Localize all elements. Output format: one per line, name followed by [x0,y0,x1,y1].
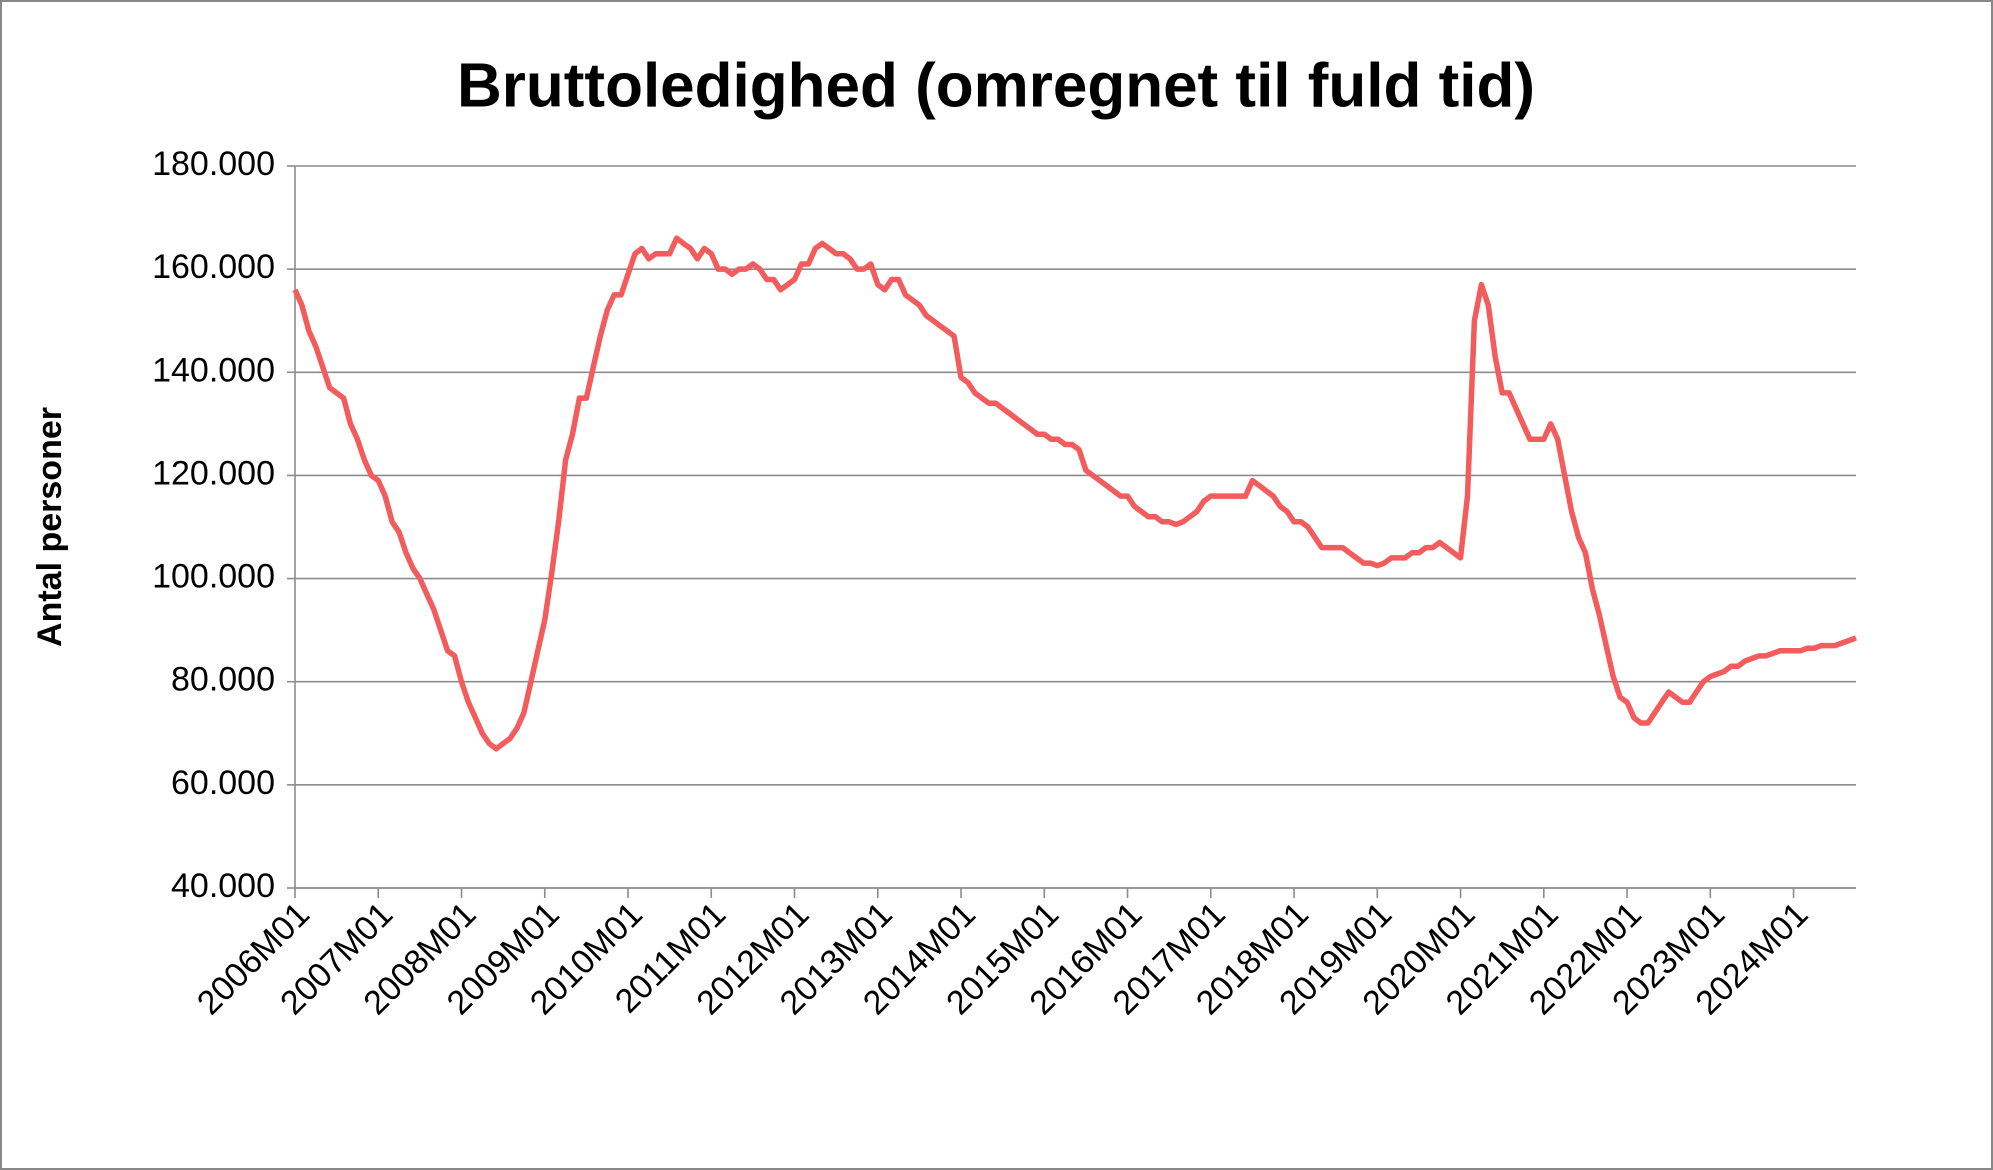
y-tick-label: 100.000 [152,558,275,596]
y-tick-label: 60.000 [171,764,275,802]
y-tick-label: 140.000 [152,351,275,389]
y-tick-label: 180.000 [152,145,275,183]
chart-title: Bruttoledighed (omregnet til fuld tid) [457,51,1535,120]
y-tick-label: 80.000 [171,661,275,699]
data-line [292,235,1857,752]
y-tick-label: 120.000 [152,454,275,492]
y-tick-label: 40.000 [171,867,275,905]
y-tick-label: 160.000 [152,248,275,286]
y-axis-label: Antal personer [31,407,69,647]
